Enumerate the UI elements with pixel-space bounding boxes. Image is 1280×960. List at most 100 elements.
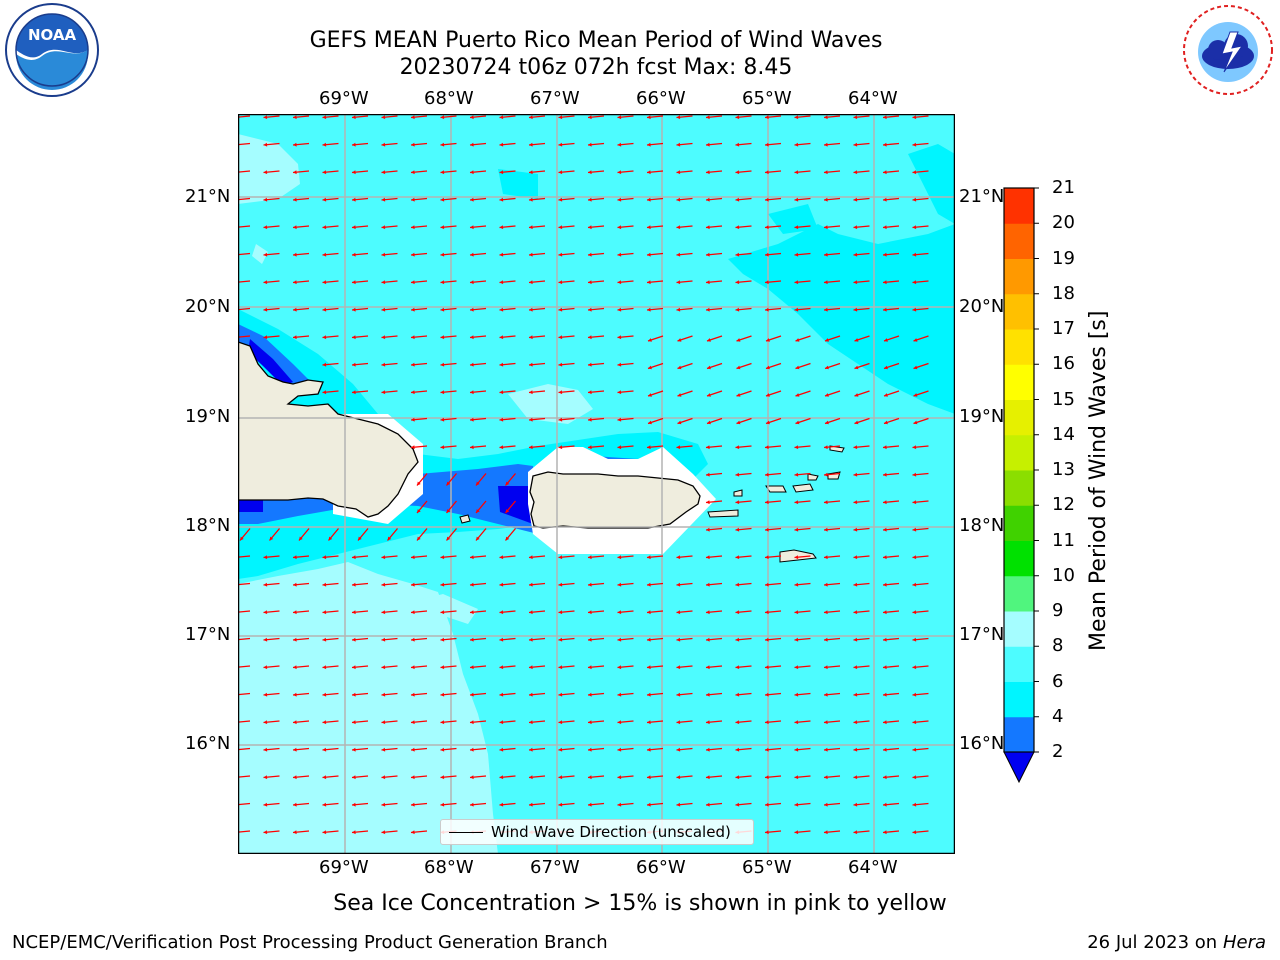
wind-arrow-head — [824, 527, 828, 532]
wind-arrow-head — [853, 582, 858, 587]
wind-arrow-head — [352, 637, 356, 642]
wind-arrow-shaft — [238, 170, 251, 173]
wind-arrow-head — [677, 393, 682, 397]
wind-arrow-head — [824, 665, 828, 670]
wind-arrow-head — [263, 775, 268, 780]
wind-arrow-head — [795, 365, 800, 370]
wind-arrow-shaft — [238, 115, 251, 118]
colorbar-tick-label: 6 — [1052, 670, 1064, 692]
wind-arrow-head — [765, 665, 769, 670]
wind-arrow-head — [381, 252, 386, 257]
wind-arrow-head — [883, 500, 887, 505]
wind-arrow-head — [293, 252, 297, 257]
wind-arrow-head — [648, 420, 652, 425]
wind-arrow-head — [883, 170, 887, 175]
colorbar-segment — [1004, 681, 1034, 718]
wind-arrow-head — [352, 197, 356, 202]
wind-arrow-head — [765, 115, 769, 120]
wind-arrow-head — [884, 365, 888, 370]
wind-arrow-head — [765, 830, 769, 835]
wind-arrow-head — [794, 500, 799, 505]
wind-arrow-head — [411, 197, 415, 202]
wind-arrow-head — [794, 830, 799, 835]
lat-label-left: 19°N — [185, 406, 231, 427]
wind-arrow-head — [322, 197, 327, 202]
wind-arrow-head — [647, 280, 651, 285]
wind-arrow-head — [558, 362, 563, 367]
wind-arrow-head — [706, 637, 710, 642]
wind-arrow-head — [293, 142, 297, 147]
wind-arrow-head — [736, 338, 741, 342]
wind-arrow-head — [499, 802, 504, 807]
wind-arrow-head — [824, 637, 828, 642]
wind-arrow-head — [470, 665, 474, 670]
wind-arrow-head — [912, 170, 917, 175]
wind-arrow-head — [647, 170, 651, 175]
wind-arrow-head — [293, 775, 297, 780]
wind-arrow-head — [381, 390, 386, 395]
wind-arrow-head — [263, 802, 268, 807]
wind-arrow-head — [381, 692, 386, 697]
colorbar-tick-label: 17 — [1052, 318, 1075, 339]
wind-arrow-head — [647, 610, 651, 615]
wind-arrow-head — [647, 252, 651, 257]
land-vieques — [707, 509, 739, 518]
wind-arrow-head — [263, 115, 268, 120]
wind-arrow-head — [912, 555, 917, 560]
lon-label-top: 68°W — [424, 88, 474, 109]
wind-arrow-head — [381, 280, 386, 285]
wind-arrow-head — [883, 472, 887, 477]
wind-arrow-head — [529, 802, 533, 807]
wind-arrow-head — [417, 509, 421, 513]
wind-arrow-head — [499, 637, 504, 642]
wind-arrow-head — [735, 610, 740, 615]
wind-arrow-head — [499, 142, 504, 147]
wind-arrow-head — [647, 637, 651, 642]
wind-arrow-head — [707, 365, 711, 370]
wind-arrow-shaft — [238, 197, 251, 201]
wind-arrow-head — [293, 555, 297, 560]
wind-arrow-head — [588, 170, 592, 175]
wind-arrow-head — [617, 665, 622, 670]
wind-arrow-head — [766, 420, 770, 425]
wind-arrow-head — [499, 280, 504, 285]
wind-arrow-head — [381, 170, 386, 175]
wind-arrow-head — [263, 830, 268, 835]
footer-date-text: 26 Jul 2023 on — [1087, 932, 1223, 953]
wind-arrow-head — [736, 420, 741, 425]
wind-arrow-head — [352, 692, 356, 697]
wind-arrow-head — [883, 280, 887, 285]
wind-arrow-head — [853, 197, 858, 202]
wind-arrow-head — [765, 170, 769, 175]
wind-arrow-head — [499, 390, 504, 395]
wind-arrow-head — [411, 720, 415, 725]
wind-arrow-head — [617, 692, 622, 697]
colorbar-tick-label: 19 — [1052, 247, 1075, 269]
wind-arrow-head — [794, 307, 799, 312]
wind-arrow-head — [794, 445, 799, 450]
wind-arrow-head — [470, 115, 474, 120]
wind-arrow-head — [322, 142, 327, 147]
wind-arrow-head — [529, 170, 533, 175]
wind-arrow-head — [558, 692, 563, 697]
wind-arrow-head — [853, 747, 858, 752]
wind-arrow-head — [381, 335, 386, 340]
wind-arrow-head — [765, 775, 769, 780]
wind-arrow-head — [470, 362, 474, 367]
wind-arrow-head — [912, 692, 917, 697]
wind-arrow-head — [263, 610, 268, 615]
colorbar — [1003, 187, 1039, 784]
wind-arrow-head — [735, 555, 740, 560]
wind-arrow-head — [263, 637, 268, 642]
colorbar-tick-label: 14 — [1052, 423, 1075, 445]
wind-arrow-head — [588, 142, 592, 147]
wind-arrow-head — [440, 747, 445, 752]
light-period-region-north — [238, 134, 300, 204]
lat-label-right: 20°N — [959, 296, 1005, 317]
wind-arrow-head — [765, 142, 769, 147]
wind-arrow-head — [794, 775, 799, 780]
wind-arrow-head — [735, 802, 740, 807]
wind-arrow-head — [794, 555, 799, 560]
wind-arrow-head — [529, 252, 533, 257]
wind-arrow-head — [735, 775, 740, 780]
